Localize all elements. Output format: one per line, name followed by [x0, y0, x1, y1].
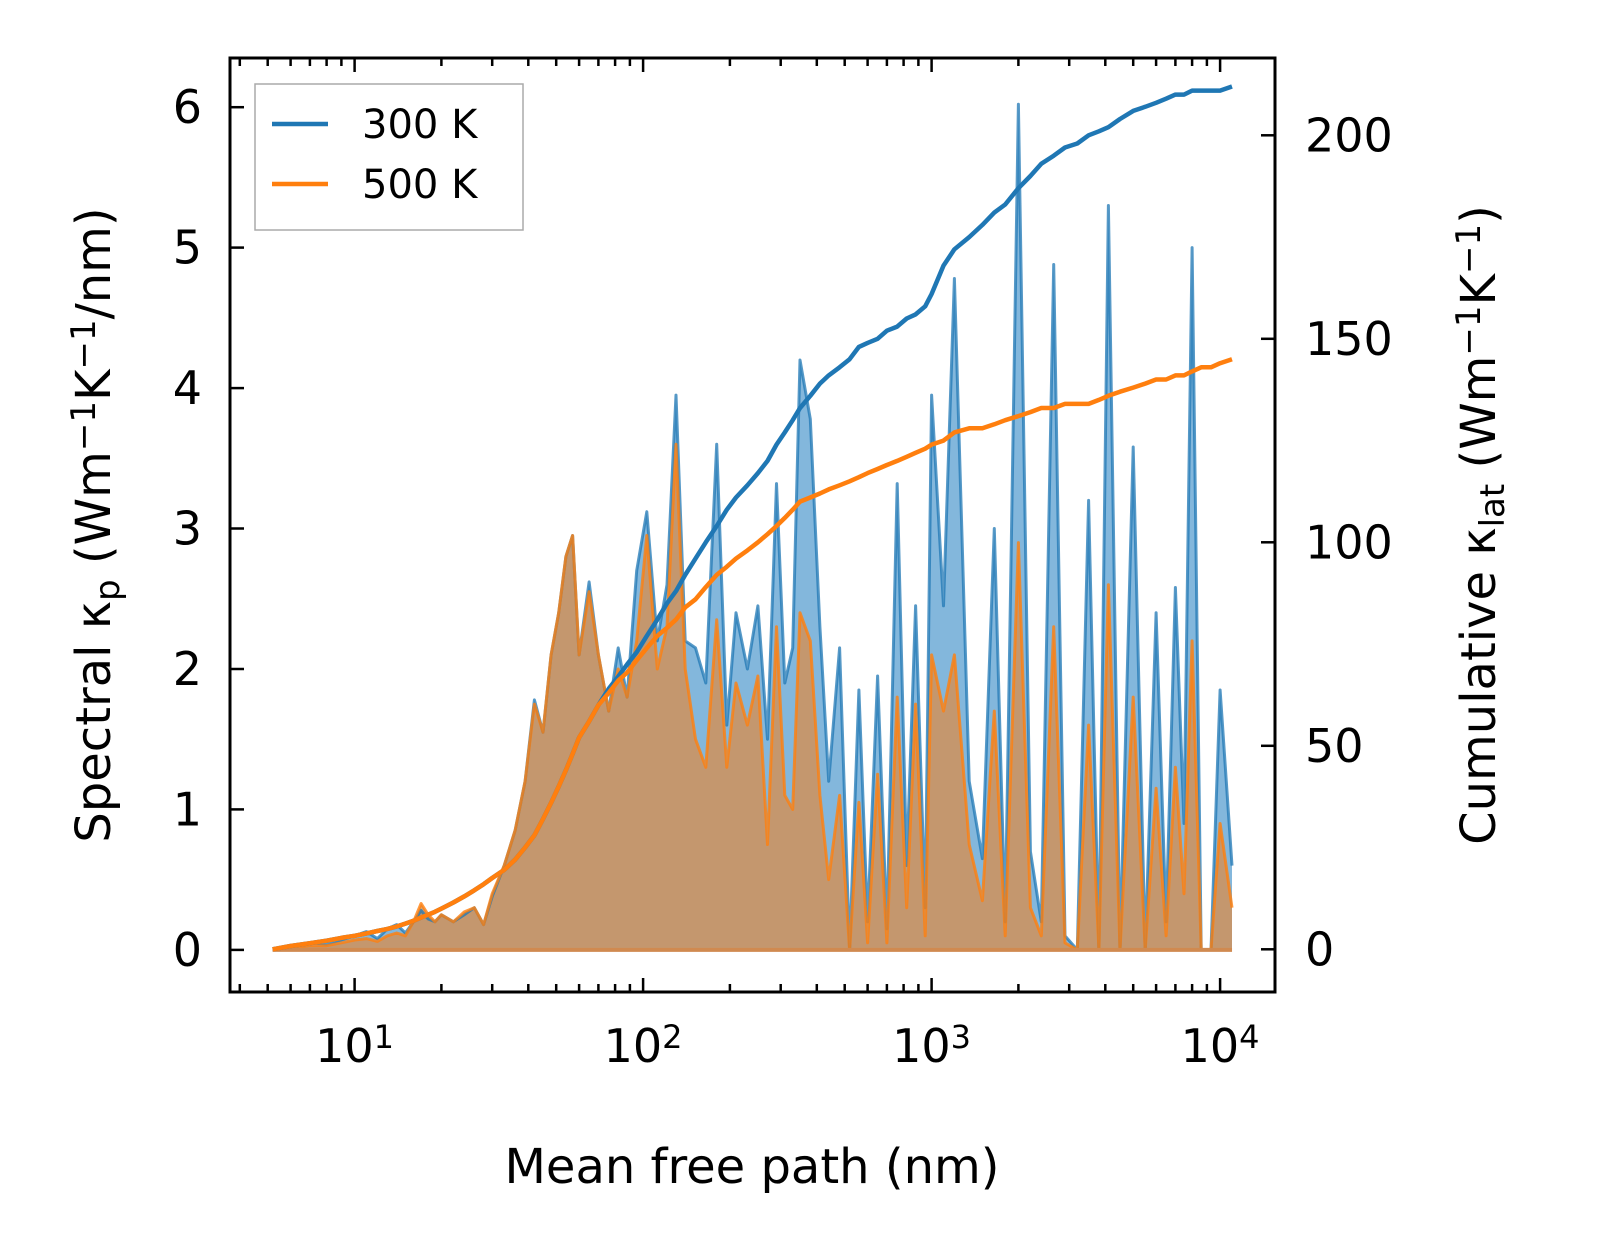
y-left-tick-label: 1	[173, 782, 202, 836]
y-left-tick-label: 2	[173, 642, 202, 696]
y-left-tick-label: 4	[173, 361, 202, 415]
y-axis-label-left: Spectral κp (Wm−1K−1/nm)	[64, 207, 128, 842]
y-left-tick-label: 0	[173, 923, 202, 977]
spectral-line-500k	[272, 442, 1234, 952]
plot-area	[272, 84, 1234, 952]
y-right-tick-label: 150	[1305, 312, 1393, 366]
plot-frame	[228, 56, 1277, 994]
legend-frame	[254, 83, 524, 231]
legend: 300 K 500 K	[254, 83, 524, 231]
x-tick-label: 101	[315, 1018, 394, 1073]
axes: 101 102 103 104 0 1 2 3 4 5 6 0 50 100 150 200	[173, 56, 1393, 1073]
y-right-tick-label: 50	[1305, 719, 1364, 773]
y-right-tick-label: 100	[1305, 515, 1393, 569]
x-tick-label: 103	[892, 1018, 971, 1073]
cumulative-line-500k	[272, 357, 1233, 952]
x-axis-label: Mean free path (nm)	[505, 1139, 1000, 1195]
y-left-tick-label: 5	[173, 221, 202, 275]
y-axis-label-right: Cumulative κlat (Wm−1K−1)	[1449, 205, 1513, 845]
y-right-tick-label: 200	[1305, 108, 1393, 162]
legend-label-500k: 500 K	[362, 162, 479, 208]
y-right-tick-label: 0	[1305, 922, 1334, 976]
x-tick-label: 102	[604, 1018, 683, 1073]
spectral-fill-500k	[272, 444, 1233, 950]
y-left-tick-label: 6	[173, 80, 202, 134]
x-tick-label: 104	[1181, 1018, 1260, 1073]
legend-label-300k: 300 K	[362, 102, 479, 148]
y-left-tick-label: 3	[173, 502, 202, 556]
